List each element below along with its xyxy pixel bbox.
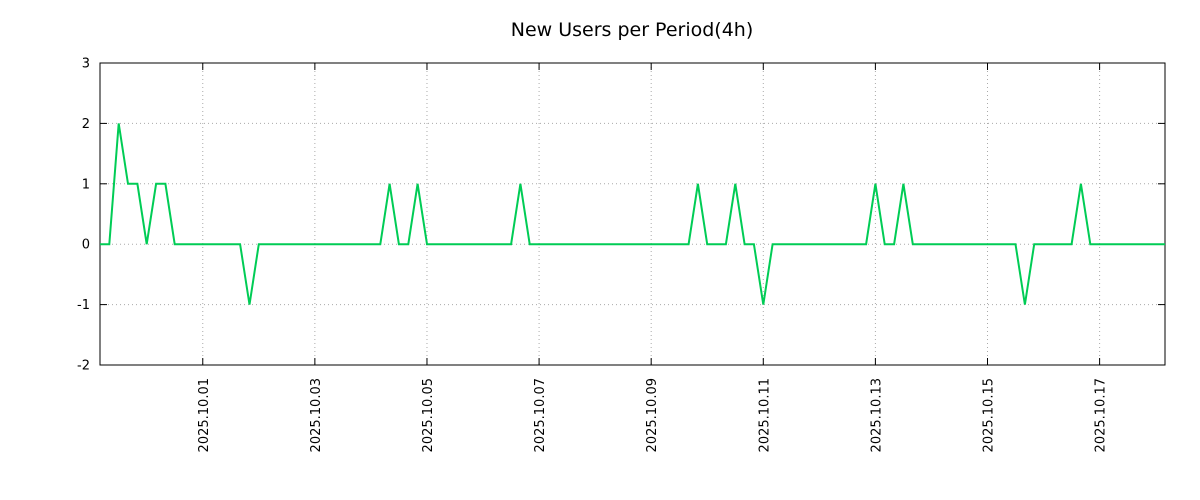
data-line (100, 123, 1165, 305)
y-axis-tick-label: -2 (77, 359, 90, 374)
x-axis-tick-label: 2025.10.11 (757, 378, 772, 452)
y-axis-tick-label: -1 (77, 298, 90, 313)
y-axis-tick-label: 1 (82, 177, 90, 192)
x-axis-tick-label: 2025.10.09 (645, 378, 660, 452)
chart-title: New Users per Period(4h) (511, 19, 754, 41)
x-axis-tick-label: 2025.10.03 (309, 378, 324, 452)
x-axis-tick-label: 2025.10.05 (421, 378, 436, 452)
x-axis-tick-label: 2025.10.15 (982, 378, 997, 452)
x-axis-tick-label: 2025.10.01 (197, 378, 212, 452)
y-axis-tick-label: 0 (82, 238, 90, 253)
plot-border (99, 62, 1166, 366)
x-axis-tick-label: 2025.10.13 (869, 378, 884, 452)
y-axis-tick-label: 3 (82, 57, 90, 72)
x-axis-tick-label: 2025.10.07 (533, 378, 548, 452)
x-axis-tick-label: 2025.10.17 (1094, 378, 1109, 452)
y-axis-tick-label: 2 (82, 117, 90, 132)
